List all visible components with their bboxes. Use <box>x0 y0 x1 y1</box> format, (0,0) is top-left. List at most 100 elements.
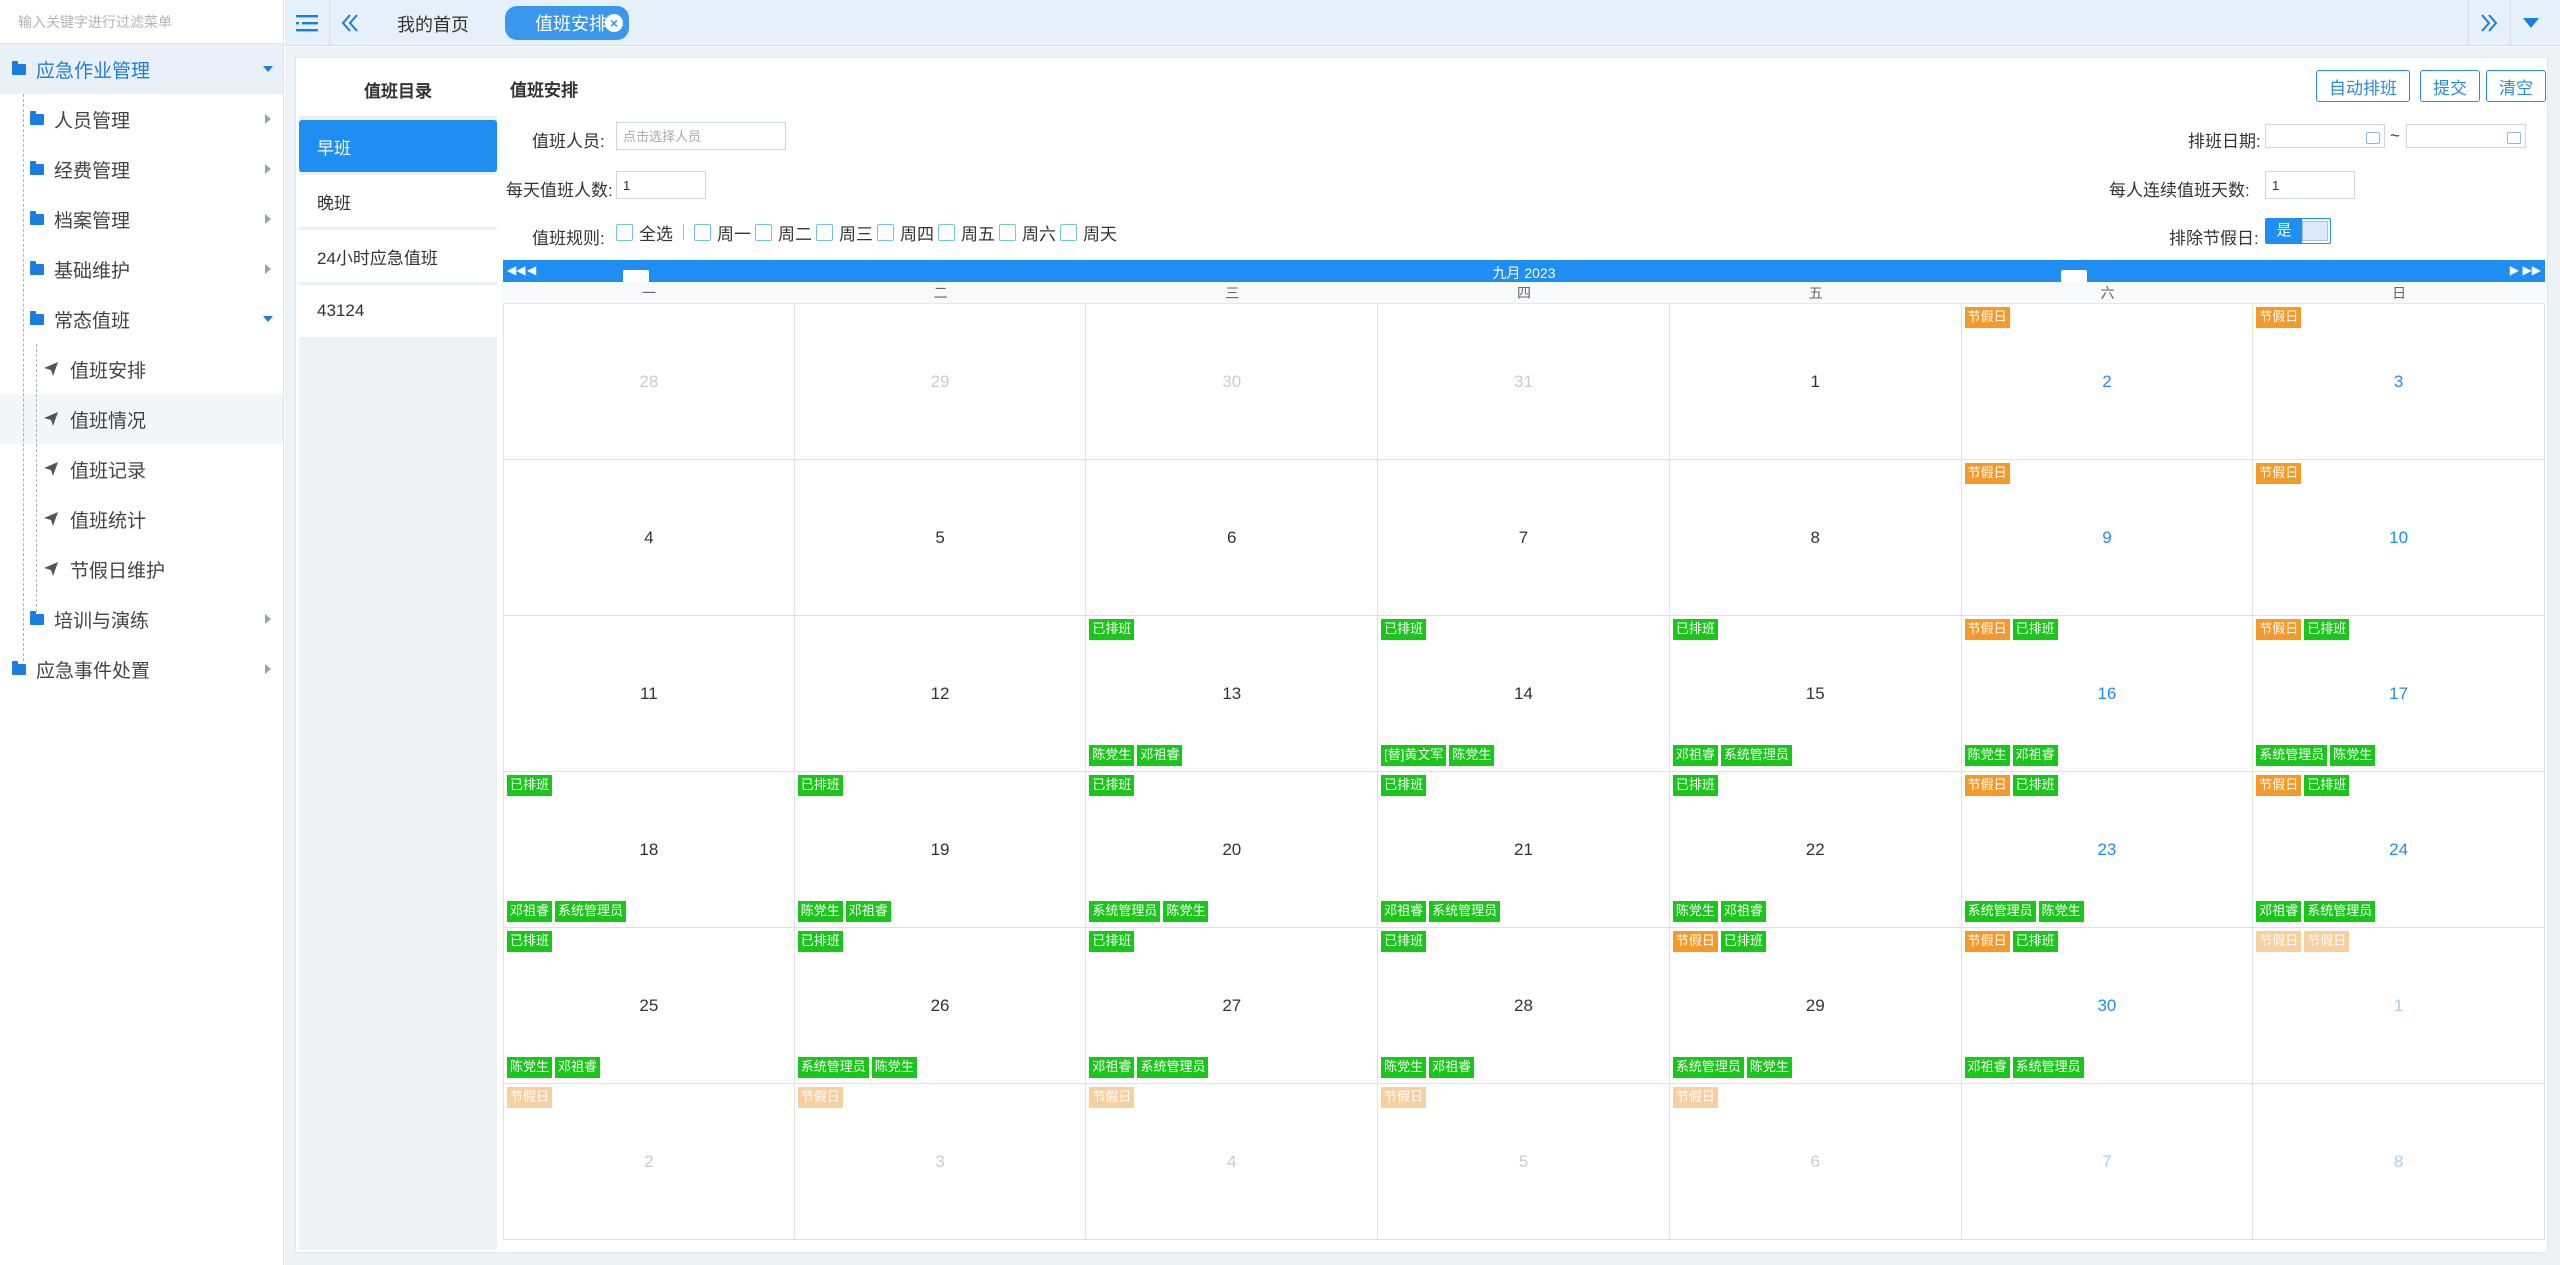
rule-wed[interactable]: 周三 <box>816 220 873 245</box>
calendar-day-cell[interactable]: 节假日 2 <box>1961 304 2254 460</box>
duty-person-tag[interactable]: 陈党生 <box>1163 901 1209 922</box>
chevron-right-icon[interactable] <box>265 614 271 624</box>
duty-person-tag[interactable]: 陈党生 <box>1089 745 1135 766</box>
calendar-day-cell[interactable]: 29 <box>794 304 1087 460</box>
duty-person-tag[interactable]: 邓祖睿 <box>1089 1057 1135 1078</box>
sidebar-item[interactable]: 应急事件处置 <box>0 644 283 694</box>
checkbox[interactable] <box>999 223 1016 241</box>
duty-person-tag[interactable]: 系统管理员 <box>1964 901 2036 922</box>
shift-item-43124[interactable]: 43124 <box>299 285 497 337</box>
duty-person-tag[interactable]: 邓祖睿 <box>1720 901 1766 922</box>
duty-person-tag[interactable]: 邓祖睿 <box>555 1057 601 1078</box>
rule-sat[interactable]: 周六 <box>999 220 1056 245</box>
chevron-right-icon[interactable] <box>265 114 271 124</box>
calendar-day-cell[interactable]: 已排班 14 [替]黄文军 陈党生 <box>1378 616 1670 772</box>
duty-person-tag[interactable]: 陈党生 <box>1672 901 1718 922</box>
sidebar-item[interactable]: 节假日维护 <box>0 544 283 594</box>
calendar-day-cell[interactable]: 30 <box>1086 304 1379 460</box>
consecutive-input[interactable] <box>2265 171 2355 199</box>
calendar-day-cell[interactable]: 8 <box>1669 460 1962 616</box>
duty-person-tag[interactable]: 陈党生 <box>2330 745 2376 766</box>
rule-mon[interactable]: 周一 <box>694 220 751 245</box>
calendar-day-cell[interactable]: 节假日 9 <box>1961 460 2254 616</box>
calendar-day-cell[interactable]: 已排班 27 邓祖睿 系统管理员 <box>1086 928 1379 1084</box>
sidebar-item[interactable]: 档案管理 <box>0 194 283 244</box>
calendar-day-cell[interactable]: 已排班 20 系统管理员 陈党生 <box>1086 772 1379 928</box>
calendar-day-cell[interactable]: 已排班 21 邓祖睿 系统管理员 <box>1378 772 1670 928</box>
calendar-day-cell[interactable]: 7 <box>1961 1084 2254 1240</box>
shift-item-24h[interactable]: 24小时应急值班 <box>299 230 497 282</box>
calendar-day-cell[interactable]: 已排班 25 陈党生 邓祖睿 <box>503 928 795 1084</box>
sidebar-item[interactable]: 值班统计 <box>0 494 283 544</box>
calendar-day-cell[interactable]: 已排班 19 陈党生 邓祖睿 <box>794 772 1087 928</box>
rule-sun[interactable]: 周天 <box>1060 220 1117 245</box>
duty-person-tag[interactable]: 系统管理员 <box>555 901 627 922</box>
tabs-scroll-left-icon[interactable] <box>329 0 369 46</box>
sidebar-item[interactable]: 常态值班 <box>0 294 283 344</box>
calendar-day-cell[interactable]: 已排班 26 系统管理员 陈党生 <box>794 928 1087 1084</box>
duty-person-tag[interactable]: [替]黄文军 <box>1381 745 1447 766</box>
duty-person-tag[interactable]: 陈党生 <box>1381 1057 1427 1078</box>
checkbox[interactable] <box>694 223 711 241</box>
rule-thu[interactable]: 周四 <box>877 220 934 245</box>
calendar-day-cell[interactable]: 已排班 18 邓祖睿 系统管理员 <box>503 772 795 928</box>
calendar-day-cell[interactable]: 节假日 已排班 30 邓祖睿 系统管理员 <box>1961 928 2254 1084</box>
chevron-right-icon[interactable] <box>265 214 271 224</box>
duty-person-tag[interactable]: 系统管理员 <box>1429 901 1501 922</box>
sidebar-item[interactable]: 培训与演练 <box>0 594 283 644</box>
calendar-day-cell[interactable]: 28 <box>503 304 795 460</box>
calendar-day-cell[interactable]: 节假日 已排班 16 陈党生 邓祖睿 <box>1961 616 2254 772</box>
prev-year-icon[interactable]: ◀◀ <box>507 263 526 277</box>
duty-person-tag[interactable]: 系统管理员 <box>1089 901 1161 922</box>
menu-toggle-icon[interactable] <box>287 0 327 46</box>
duty-person-tag[interactable]: 系统管理员 <box>797 1057 869 1078</box>
auto-schedule-button[interactable]: 自动排班 <box>2316 70 2410 102</box>
rule-tue[interactable]: 周二 <box>755 220 812 245</box>
calendar-day-cell[interactable]: 已排班 22 陈党生 邓祖睿 <box>1669 772 1962 928</box>
duty-person-tag[interactable]: 邓祖睿 <box>2256 901 2302 922</box>
calendar-day-cell[interactable]: 节假日 2 <box>503 1084 795 1240</box>
duty-person-tag[interactable]: 系统管理员 <box>1672 1057 1744 1078</box>
sidebar-item[interactable]: 基础维护 <box>0 244 283 294</box>
tabs-dropdown-icon[interactable] <box>2510 0 2550 46</box>
next-month-icon[interactable]: ▶ <box>2509 263 2519 277</box>
duty-person-tag[interactable]: 邓祖睿 <box>1381 901 1427 922</box>
chevron-right-icon[interactable] <box>265 264 271 274</box>
duty-person-tag[interactable]: 系统管理员 <box>1137 1057 1209 1078</box>
duty-person-tag[interactable]: 陈党生 <box>797 901 843 922</box>
calendar-day-cell[interactable]: 节假日 节假日 1 <box>2253 928 2545 1084</box>
chevron-right-icon[interactable] <box>265 664 271 674</box>
duty-person-tag[interactable]: 邓祖睿 <box>845 901 891 922</box>
checkbox[interactable] <box>755 223 772 241</box>
calendar-day-cell[interactable]: 节假日 3 <box>794 1084 1087 1240</box>
sidebar-item[interactable]: 值班记录 <box>0 444 283 494</box>
calendar-day-cell[interactable]: 12 <box>794 616 1087 772</box>
calendar-day-cell[interactable]: 已排班 28 陈党生 邓祖睿 <box>1378 928 1670 1084</box>
clear-button[interactable]: 清空 <box>2486 70 2546 102</box>
duty-person-tag[interactable]: 陈党生 <box>1964 745 2010 766</box>
calendar-day-cell[interactable]: 节假日 已排班 29 系统管理员 陈党生 <box>1669 928 1962 1084</box>
calendar-day-cell[interactable]: 节假日 4 <box>1086 1084 1379 1240</box>
calendar-day-cell[interactable]: 已排班 15 邓祖睿 系统管理员 <box>1669 616 1962 772</box>
duty-person-tag[interactable]: 系统管理员 <box>2012 1057 2084 1078</box>
calendar-day-cell[interactable]: 11 <box>503 616 795 772</box>
tabs-scroll-right-icon[interactable] <box>2468 0 2508 46</box>
calendar-day-cell[interactable]: 节假日 6 <box>1669 1084 1962 1240</box>
duty-person-tag[interactable]: 邓祖睿 <box>1964 1057 2010 1078</box>
rule-fri[interactable]: 周五 <box>938 220 995 245</box>
duty-person-tag[interactable]: 邓祖睿 <box>507 901 553 922</box>
chevron-right-icon[interactable] <box>265 164 271 174</box>
checkbox[interactable] <box>877 223 894 241</box>
duty-person-tag[interactable]: 系统管理员 <box>2256 745 2328 766</box>
calendar-day-cell[interactable]: 7 <box>1378 460 1670 616</box>
tab-close-icon[interactable]: × <box>605 14 623 32</box>
rule-select-all[interactable]: 全选 <box>616 220 673 245</box>
tab-duty-schedule[interactable]: 值班安排 × <box>505 6 629 40</box>
duty-person-tag[interactable]: 陈党生 <box>1746 1057 1792 1078</box>
sidebar-item[interactable]: 经费管理 <box>0 144 283 194</box>
checkbox[interactable] <box>1060 223 1077 241</box>
duty-person-tag[interactable]: 邓祖睿 <box>1429 1057 1475 1078</box>
exclude-holiday-toggle[interactable]: 是 <box>2265 218 2331 244</box>
calendar-day-cell[interactable]: 节假日 已排班 17 系统管理员 陈党生 <box>2253 616 2545 772</box>
calendar-day-cell[interactable]: 节假日 已排班 24 邓祖睿 系统管理员 <box>2253 772 2545 928</box>
